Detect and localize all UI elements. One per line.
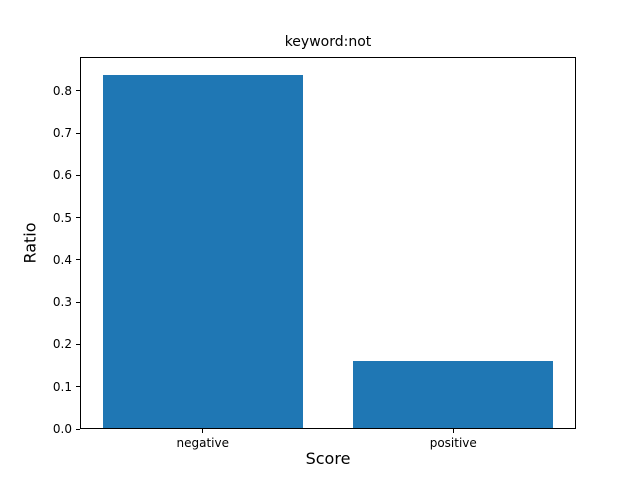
plot-area: [80, 57, 576, 429]
y-tick-mark: [76, 343, 80, 345]
x-tick-mark: [452, 429, 454, 433]
bar-positive: [352, 360, 553, 428]
y-tick-label: 0.5: [52, 210, 72, 225]
y-tick-label: 0.8: [52, 83, 72, 98]
y-tick-mark: [76, 132, 80, 134]
y-tick-mark: [76, 217, 80, 219]
y-tick-mark: [76, 174, 80, 176]
y-tick-mark: [76, 259, 80, 261]
y-tick-label: 0.7: [52, 126, 72, 141]
y-tick-label: 0.3: [52, 295, 72, 310]
y-tick-mark: [76, 301, 80, 303]
y-tick-mark: [76, 386, 80, 388]
bar-negative: [103, 74, 304, 428]
x-tick-label-positive: positive: [429, 436, 477, 450]
x-tick-mark: [202, 429, 204, 433]
x-axis-label: Score: [305, 449, 351, 468]
chart-title: keyword:not: [284, 34, 372, 50]
y-tick-mark: [76, 90, 80, 92]
y-tick-label: 0.2: [52, 337, 72, 352]
y-tick-label: 0.4: [52, 252, 72, 267]
y-tick-label: 0.6: [52, 168, 72, 183]
x-tick-label-negative: negative: [176, 436, 229, 450]
y-tick-mark: [76, 428, 80, 430]
y-tick-label: 0.1: [52, 379, 72, 394]
y-tick-label: 0.0: [52, 422, 72, 436]
